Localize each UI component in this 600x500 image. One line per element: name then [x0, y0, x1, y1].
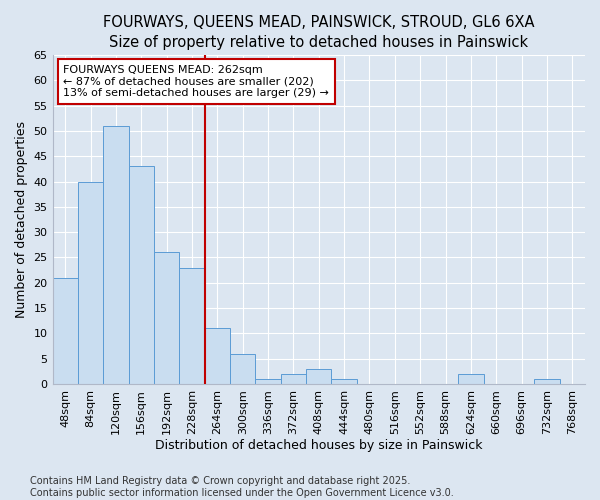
- Bar: [179, 268, 205, 384]
- Bar: [53, 278, 78, 384]
- Y-axis label: Number of detached properties: Number of detached properties: [15, 121, 28, 318]
- Bar: [534, 379, 560, 384]
- Bar: [78, 182, 103, 384]
- Bar: [256, 379, 281, 384]
- Bar: [306, 369, 331, 384]
- Text: Contains HM Land Registry data © Crown copyright and database right 2025.
Contai: Contains HM Land Registry data © Crown c…: [30, 476, 454, 498]
- Bar: [331, 379, 357, 384]
- Bar: [128, 166, 154, 384]
- Bar: [205, 328, 230, 384]
- Bar: [154, 252, 179, 384]
- Bar: [230, 354, 256, 384]
- Bar: [281, 374, 306, 384]
- Bar: [458, 374, 484, 384]
- Title: FOURWAYS, QUEENS MEAD, PAINSWICK, STROUD, GL6 6XA
Size of property relative to d: FOURWAYS, QUEENS MEAD, PAINSWICK, STROUD…: [103, 15, 535, 50]
- X-axis label: Distribution of detached houses by size in Painswick: Distribution of detached houses by size …: [155, 440, 482, 452]
- Bar: [103, 126, 128, 384]
- Text: FOURWAYS QUEENS MEAD: 262sqm
← 87% of detached houses are smaller (202)
13% of s: FOURWAYS QUEENS MEAD: 262sqm ← 87% of de…: [63, 65, 329, 98]
